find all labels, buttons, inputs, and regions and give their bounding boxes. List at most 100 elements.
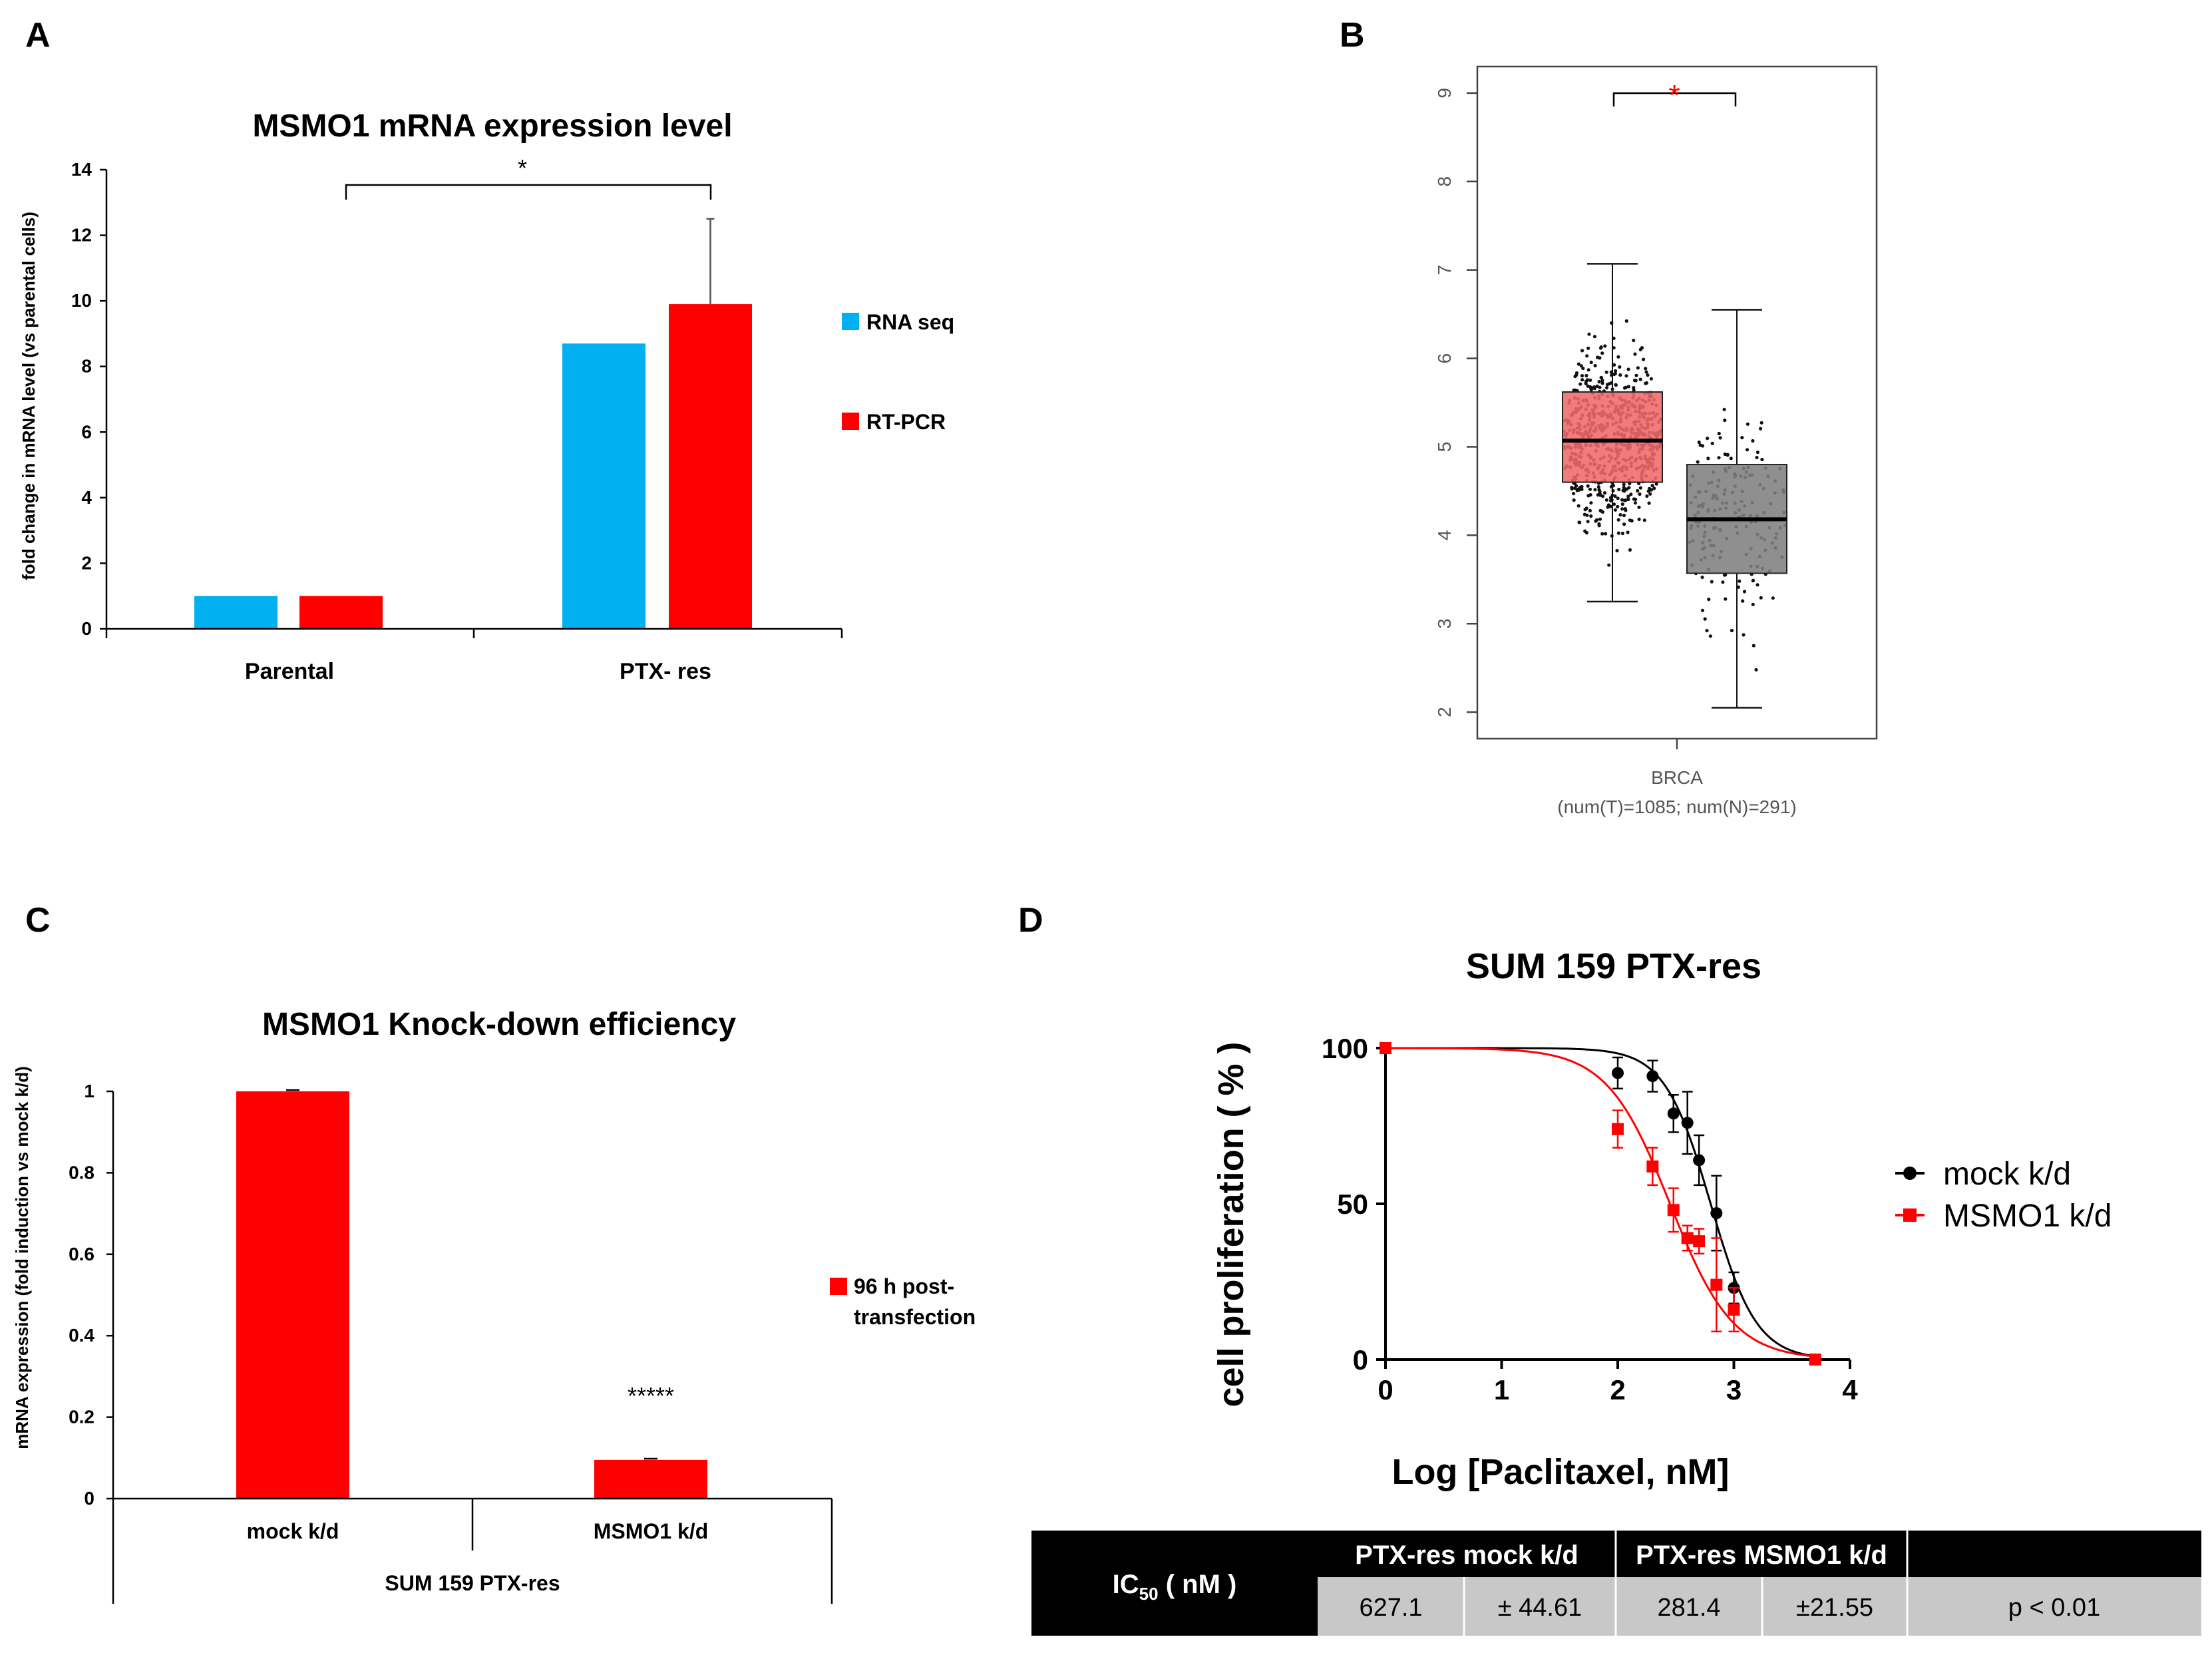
- panel-a-y-tick-label: 12: [71, 225, 92, 246]
- panel-d: D SUM 159 PTX-res cell proliferation ( %…: [1018, 901, 2201, 1636]
- panel-d-x-tick-label: 4: [1842, 1374, 1858, 1405]
- panel-b-data-point: [1629, 492, 1633, 496]
- panel-b-data-point: [1616, 518, 1620, 522]
- panel-d-point-msmo1: [1809, 1354, 1821, 1366]
- panel-letter-b: B: [1340, 16, 1365, 55]
- panel-b-data-point: [1646, 373, 1650, 377]
- ic50-table-header-msmo1: PTX-res MSMO1 k/d: [1636, 1541, 1887, 1570]
- panel-b-data-point: [1578, 520, 1582, 524]
- panel-b-data-point: [1729, 457, 1733, 460]
- panel-b-data-point: [1718, 436, 1722, 440]
- panel-d-point-mock: [1693, 1154, 1706, 1167]
- panel-b-data-point: [1580, 349, 1584, 353]
- panel-b: B 2 3 4 5 6 7 8 9 * BRCA (num(T)=1085; num(N)=2…: [1340, 16, 1878, 817]
- panel-d-point-msmo1: [1380, 1042, 1391, 1054]
- panel-b-data-point: [1581, 366, 1585, 371]
- panel-b-significance-star: *: [1668, 79, 1680, 112]
- panel-a-category-parental: Parental: [245, 659, 334, 684]
- panel-b-data-point: [1636, 366, 1640, 370]
- panel-b-data-point: [1580, 484, 1584, 488]
- panel-c-significance-stars: *****: [628, 1382, 674, 1409]
- panel-a-title: MSMO1 mRNA expression level: [252, 108, 732, 144]
- panel-b-data-point: [1598, 356, 1602, 360]
- panel-b-data-point: [1599, 345, 1603, 349]
- panel-d-x-axis-label: Log [Paclitaxel, nM]: [1391, 1452, 1729, 1492]
- panel-b-data-point: [1583, 508, 1587, 512]
- panel-b-data-point: [1592, 387, 1596, 391]
- panel-b-data-point: [1586, 484, 1590, 488]
- panel-b-data-point: [1585, 354, 1589, 358]
- panel-a-bar: [194, 596, 277, 629]
- panel-b-y-tick-label: 8: [1434, 176, 1455, 187]
- panel-a-legend-swatch-rna-seq: [842, 313, 859, 330]
- panel-b-data-point: [1624, 385, 1628, 389]
- ic50-table-value-msmo1: 281.4: [1657, 1594, 1720, 1622]
- panel-b-data-point: [1644, 370, 1648, 374]
- panel-c-bar: [236, 1091, 349, 1499]
- panel-c-category-mock: mock k/d: [247, 1519, 339, 1543]
- panel-b-y-tick-label: 4: [1434, 530, 1455, 541]
- panel-d-point-msmo1: [1728, 1304, 1740, 1316]
- panel-b-data-point: [1630, 519, 1634, 523]
- panel-d-point-msmo1: [1612, 1123, 1624, 1135]
- panel-d-legend-marker-msmo1: [1903, 1208, 1917, 1222]
- panel-c-y-tick-label: 0.8: [69, 1162, 94, 1183]
- panel-b-data-point: [1623, 507, 1627, 511]
- panel-b-data-point: [1647, 501, 1651, 505]
- panel-letter-c: C: [25, 901, 51, 940]
- panel-c-y-tick-label: 0.4: [69, 1325, 94, 1346]
- panel-b-data-point: [1616, 531, 1620, 535]
- panel-letter-a: A: [25, 16, 51, 55]
- panel-d-point-mock: [1667, 1107, 1680, 1120]
- panel-b-data-point: [1628, 548, 1632, 552]
- panel-b-data-point: [1771, 596, 1775, 600]
- panel-c-legend-label-line2: transfection: [854, 1305, 976, 1329]
- panel-d-axes: 0 1 2 3 4 0 50 100: [1322, 1033, 1858, 1405]
- panel-b-data-point: [1588, 378, 1592, 382]
- panel-b-data-point: [1585, 513, 1589, 517]
- panel-c-y-tick-label: 1: [84, 1081, 94, 1101]
- panel-d-point-msmo1: [1646, 1160, 1659, 1173]
- panel-b-data-point: [1575, 488, 1579, 492]
- panel-b-data-point: [1579, 364, 1583, 368]
- panel-b-data-point: [1710, 580, 1714, 584]
- panel-d-point-mock: [1646, 1070, 1659, 1083]
- panel-b-data-point: [1597, 488, 1601, 492]
- panel-d-point-mock: [1681, 1117, 1694, 1129]
- panel-d-fit-curves: [1385, 1047, 1815, 1358]
- panel-b-data-point: [1696, 460, 1700, 464]
- ic50-table-error-msmo1: ±21.55: [1796, 1594, 1873, 1622]
- panel-b-data-point: [1759, 421, 1763, 425]
- panel-b-data-point: [1708, 634, 1712, 638]
- panel-d-x-tick-label: 3: [1726, 1374, 1742, 1405]
- panel-b-data-point: [1592, 335, 1597, 339]
- panel-d-legend-label-msmo1: MSMO1 k/d: [1943, 1198, 2112, 1234]
- panel-d-point-msmo1: [1710, 1278, 1723, 1291]
- panel-c: C MSMO1 Knock-down efficiency mRNA expre…: [12, 901, 976, 1604]
- panel-d-legend-marker-mock: [1903, 1167, 1917, 1180]
- panel-b-data-point: [1717, 431, 1721, 436]
- panel-a-y-axis-label: fold change in mRNA level (vs parental c…: [19, 212, 39, 580]
- panel-b-data-point: [1751, 643, 1755, 647]
- panel-b-data-point: [1620, 507, 1624, 511]
- panel-b-x-sublabel: (num(T)=1085; num(N)=291): [1557, 797, 1796, 817]
- panel-b-data-point: [1741, 599, 1745, 603]
- panel-b-data-point: [1616, 504, 1620, 508]
- panel-b-data-point: [1616, 496, 1620, 500]
- panel-c-axes: [112, 1091, 833, 1604]
- panel-b-data-point: [1620, 502, 1624, 506]
- panel-b-data-point: [1589, 388, 1593, 392]
- panel-b-data-point: [1602, 491, 1607, 495]
- panel-b-plot-frame: [1476, 65, 1878, 740]
- panel-b-data-point: [1644, 367, 1648, 371]
- panel-b-data-point: [1722, 407, 1726, 411]
- panel-b-data-point: [1648, 486, 1652, 490]
- panel-c-y-tick-label: 0.2: [69, 1407, 94, 1427]
- panel-a-y-tick-label: 14: [71, 159, 92, 180]
- panel-a-y-tick-label: 8: [81, 356, 92, 377]
- panel-c-y-axis-label: mRNA expression (fold induction vs mock …: [12, 1066, 32, 1449]
- panel-d-x-tick-label: 2: [1610, 1374, 1625, 1405]
- panel-b-data-point: [1586, 520, 1590, 524]
- panel-a-significance-star: *: [518, 154, 527, 182]
